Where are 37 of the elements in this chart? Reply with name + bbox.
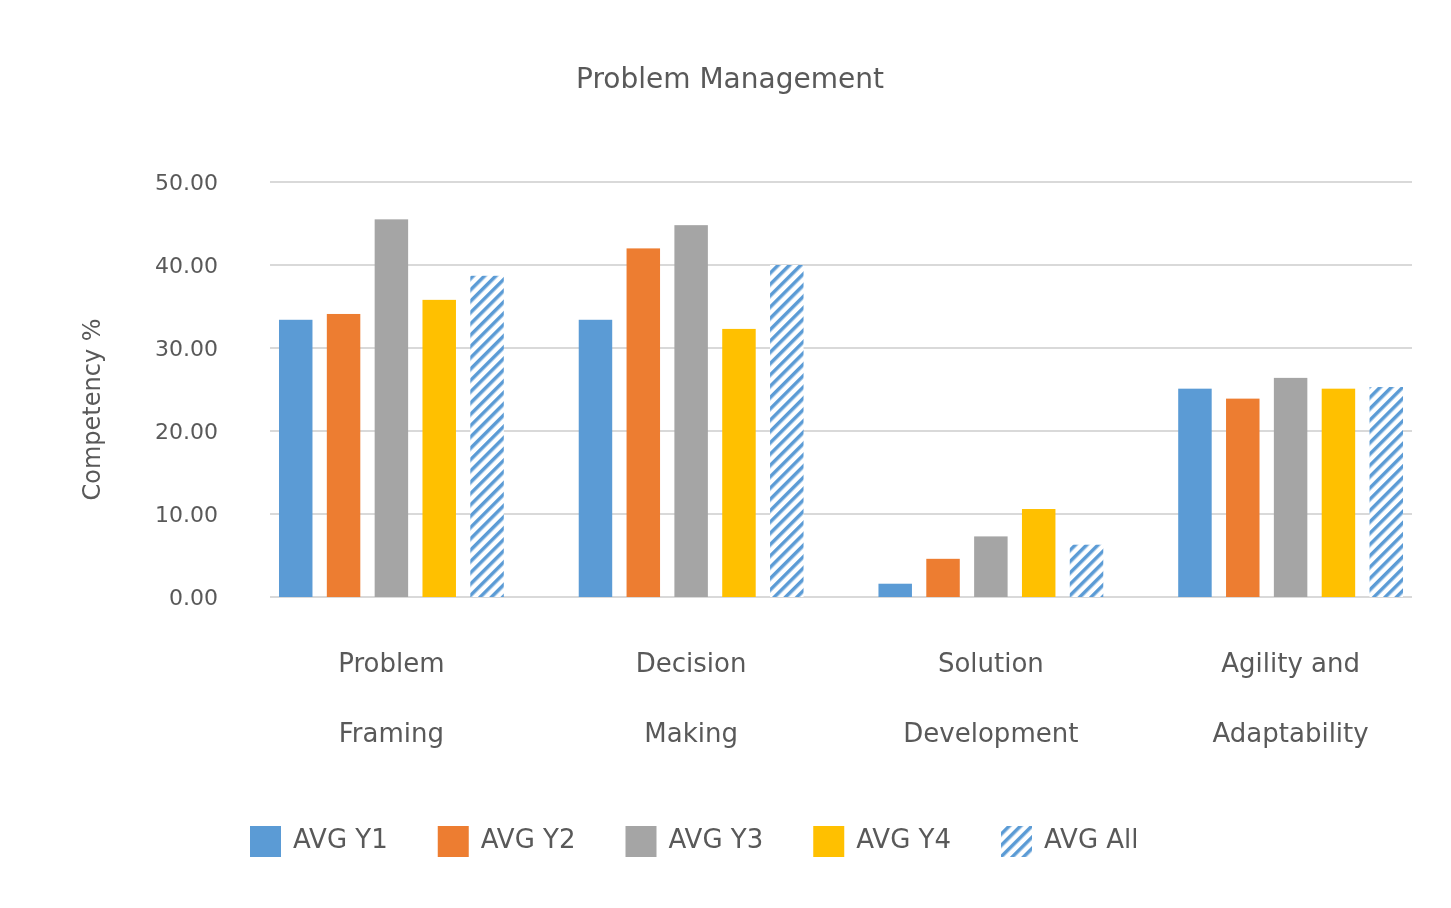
bar [626,248,661,597]
bar [278,319,313,597]
category-label: Solution Development [903,648,1079,748]
legend-label: AVG All [1044,824,1139,854]
bar [1369,387,1404,597]
bar [1021,509,1056,597]
bar [1178,388,1212,597]
bar [1321,388,1356,597]
bar [422,299,456,597]
bar [470,275,504,597]
chart-title: Problem Management [576,62,884,95]
y-tick-label: 10.00 [155,501,218,527]
legend-label: AVG Y4 [856,824,951,854]
bar [878,583,912,597]
bar [674,225,708,597]
bar [578,319,613,597]
legend-label: AVG Y3 [668,824,764,854]
bar [374,219,409,597]
y-tick-label: 30.00 [155,335,218,361]
bar [770,265,804,597]
bar [722,328,756,597]
y-tick-label: 40.00 [155,252,218,278]
y-tick-label: 50.00 [155,169,218,195]
bar [1069,544,1104,597]
category-label: Problem Framing [338,648,445,748]
bar [974,536,1008,597]
bar [1273,377,1308,597]
y-tick-label: 20.00 [155,418,218,444]
category-label: Decision Making [635,648,747,748]
legend-label: AVG Y1 [293,824,388,854]
y-axis-title: Competency % [78,318,106,501]
bar [926,558,960,597]
bar [326,313,361,597]
y-tick-label: 0.00 [169,584,218,610]
legend-label: AVG Y2 [480,824,576,854]
bar [1226,398,1260,597]
category-label: Agility and Adaptability [1212,648,1369,748]
